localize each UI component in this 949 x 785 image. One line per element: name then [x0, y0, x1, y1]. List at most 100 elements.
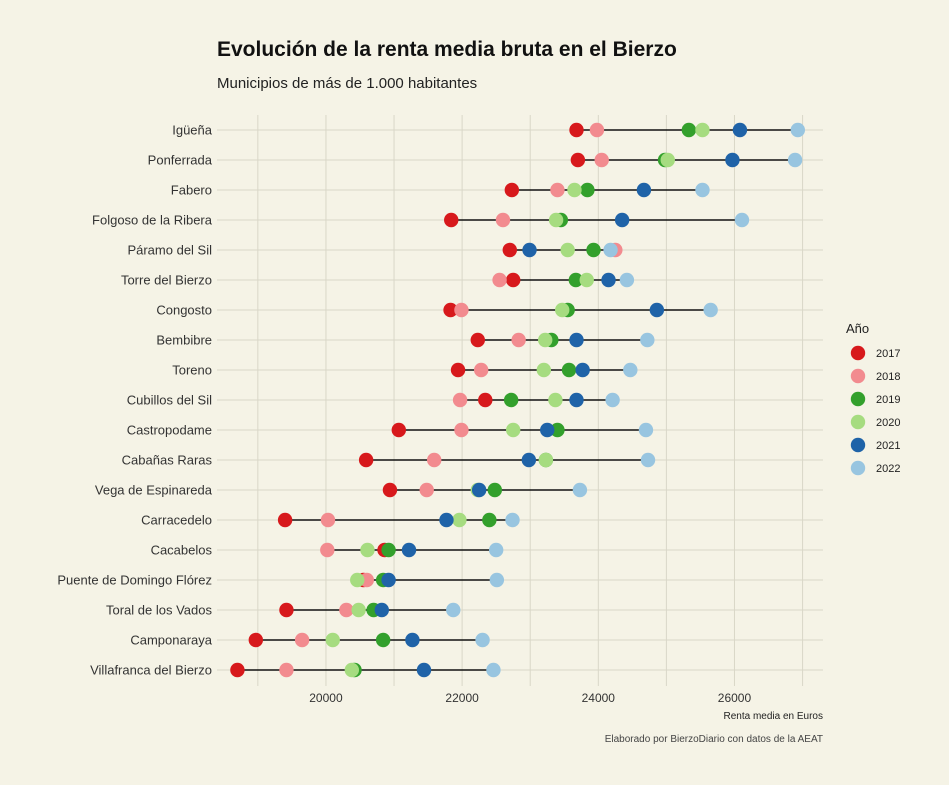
data-point-2021 — [732, 122, 748, 138]
data-point-2018 — [294, 632, 310, 648]
data-point-2022 — [572, 482, 588, 498]
municipality-label: Castropodame — [127, 423, 212, 438]
data-point-2018 — [511, 332, 526, 348]
data-point-2021 — [569, 332, 584, 348]
data-point-2022 — [489, 572, 505, 588]
data-point-2018 — [279, 662, 294, 678]
municipality-label: Toral de los Vados — [106, 603, 212, 618]
data-point-2022 — [505, 512, 520, 528]
data-point-2017 — [391, 422, 406, 438]
data-point-2022 — [446, 602, 461, 618]
data-point-2022 — [623, 362, 638, 378]
data-point-2019 — [381, 542, 396, 558]
data-point-2021 — [569, 392, 584, 408]
data-point-2019 — [482, 512, 497, 528]
data-point-2020 — [660, 152, 675, 168]
legend-key-2017 — [850, 345, 866, 361]
data-point-2021 — [401, 542, 417, 558]
data-point-2020 — [560, 242, 575, 258]
data-point-2020 — [325, 632, 340, 648]
legend-label: 2021 — [876, 440, 900, 452]
chart-title: Evolución de la renta media bruta en el … — [217, 38, 677, 61]
data-point-2022 — [695, 182, 710, 198]
data-point-2021 — [636, 182, 652, 198]
data-point-2019 — [561, 362, 577, 378]
data-point-2017 — [248, 632, 264, 648]
data-point-2018 — [339, 602, 354, 618]
x-tick-label: 22000 — [445, 691, 479, 705]
data-point-2017 — [382, 482, 398, 498]
x-tick-label: 26000 — [718, 691, 752, 705]
data-point-2018 — [419, 482, 434, 498]
data-point-2017 — [279, 602, 294, 618]
data-point-2020 — [537, 332, 553, 348]
municipality-label: Cubillos del Sil — [127, 393, 212, 408]
data-point-2022 — [486, 662, 501, 678]
data-point-2021 — [416, 662, 432, 678]
data-point-2018 — [550, 182, 565, 198]
data-point-2020 — [536, 362, 552, 378]
data-points — [230, 122, 806, 678]
data-point-2021 — [522, 242, 537, 258]
municipality-label: Villafranca del Bierzo — [90, 663, 212, 678]
x-tick-label: 20000 — [309, 691, 343, 705]
legend: Año 2017 2018 2019 2020 2021 2022 — [846, 321, 900, 476]
data-point-2019 — [580, 182, 595, 198]
data-point-2021 — [405, 632, 420, 648]
data-point-2021 — [439, 512, 454, 528]
data-point-2021 — [381, 572, 396, 588]
data-point-2018 — [454, 302, 469, 318]
data-point-2020 — [360, 542, 375, 558]
legend-key-2018 — [850, 368, 866, 384]
legend-label: 2019 — [876, 394, 900, 406]
data-point-2020 — [344, 662, 360, 678]
municipality-label: Camponaraya — [130, 633, 212, 648]
data-point-2018 — [492, 272, 507, 288]
data-point-2017 — [470, 332, 485, 348]
data-point-2017 — [505, 272, 521, 288]
data-point-2017 — [358, 452, 374, 468]
data-point-2019 — [550, 422, 565, 438]
data-point-2017 — [450, 362, 466, 378]
chart-caption: Elaborado por BierzoDiario con datos de … — [605, 734, 823, 745]
data-point-2018 — [495, 212, 511, 228]
municipality-label: Toreno — [172, 363, 212, 378]
municipality-label: Bembibre — [156, 333, 212, 348]
municipality-label: Torre del Bierzo — [121, 273, 212, 288]
data-point-2021 — [649, 302, 665, 318]
data-point-2020 — [538, 452, 554, 468]
data-point-2017 — [444, 212, 459, 228]
legend-key-2022 — [850, 460, 866, 476]
data-point-2021 — [614, 212, 630, 228]
legend-key-2019 — [850, 391, 866, 407]
legend-key-2021 — [850, 437, 866, 453]
data-point-2019 — [568, 272, 584, 288]
chart-subtitle: Municipios de más de 1.000 habitantes — [217, 75, 477, 92]
data-point-2018 — [320, 512, 336, 528]
data-point-2020 — [579, 272, 594, 288]
legend-label: 2020 — [876, 417, 900, 429]
data-point-2022 — [605, 392, 620, 408]
data-point-2017 — [478, 392, 493, 408]
data-point-2022 — [790, 122, 806, 138]
legend-title: Año — [846, 321, 869, 336]
data-point-2018 — [454, 422, 469, 438]
data-point-2022 — [638, 422, 654, 438]
data-point-2020 — [555, 302, 570, 318]
municipality-label: Fabero — [171, 183, 212, 198]
data-point-2022 — [619, 272, 635, 288]
municipality-label: Congosto — [156, 303, 212, 318]
data-point-2020 — [350, 572, 365, 588]
municipality-label: Igüeña — [172, 123, 213, 138]
data-point-2019 — [375, 632, 391, 648]
data-point-2021 — [601, 272, 616, 288]
municipality-label: Vega de Espinareda — [95, 483, 213, 498]
data-point-2018 — [320, 542, 335, 558]
data-point-2019 — [487, 482, 503, 498]
data-point-2022 — [734, 212, 750, 228]
municipality-label: Puente de Domingo Flórez — [57, 573, 212, 588]
data-point-2020 — [548, 212, 564, 228]
data-point-2021 — [725, 152, 740, 168]
